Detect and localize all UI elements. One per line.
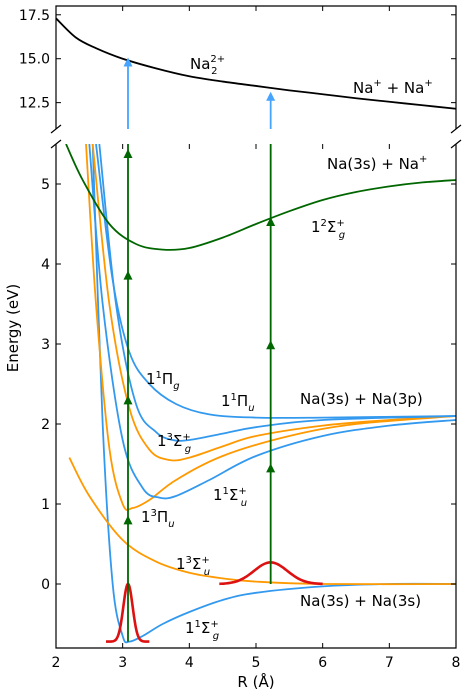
asymptote-na3s-na3s: Na(3s) + Na(3s)	[300, 592, 421, 610]
arrowhead-lower-0-2	[123, 270, 133, 280]
series-curve-5	[98, 144, 456, 442]
arrowhead-lower-1-2	[266, 217, 276, 226]
series-curve-6	[95, 144, 456, 419]
state-label-0: 11Σ+ g	[185, 619, 219, 642]
state-label-3: 11Σ+ u	[213, 486, 247, 509]
axis-labels: R (Å) Energy (eV)	[4, 284, 275, 691]
series-curve-8	[56, 17, 456, 110]
lower-panel	[65, 144, 456, 644]
asymptote-na3s-na3p: Na(3s) + Na(3p)	[300, 390, 423, 408]
y-tick-label: 0	[41, 577, 50, 593]
x-tick-label: 5	[252, 655, 261, 671]
state-annotations: 11Σ+ g 13Σ+ u 13Πu 11Σ+ u 13Σ+ g 11Πg 11Πu 12Σ+ g Na2…	[141, 54, 433, 642]
state-label-6: 11Πu	[221, 392, 255, 414]
series-curve-0	[91, 144, 456, 644]
arrowhead-lower-1-0	[266, 463, 276, 473]
asymptote-na3s-na-plus: Na(3s) + Na+	[327, 154, 427, 173]
upper-frame	[55, 5, 457, 129]
x-tick-label: 6	[318, 655, 327, 671]
upper-plot-area	[56, 17, 456, 110]
arrowhead-upper-0	[123, 57, 133, 67]
axis-break-mark-0	[50, 124, 62, 134]
x-tick-label: 3	[118, 655, 127, 671]
axis-break-mark-1	[450, 124, 462, 134]
x-tick-label: 4	[185, 655, 194, 671]
x-tick-label: 2	[52, 655, 61, 671]
dication-label: Na2+ 2	[190, 54, 225, 77]
asymptote-na-plus-na-plus: Na+ + Na+	[353, 78, 433, 97]
y-tick-label: 1	[41, 497, 50, 513]
y-tick-label: 15.0	[19, 52, 50, 68]
x-axis-label: R (Å)	[237, 672, 274, 691]
y-tick-label: 3	[41, 337, 50, 353]
state-label-4: 13Σ+ g	[157, 432, 191, 455]
state-label-2: 13Πu	[141, 508, 175, 530]
y-tick-label: 5	[41, 177, 50, 193]
x-tick-label: 8	[452, 655, 461, 671]
x-tick-label: 7	[385, 655, 394, 671]
state-label-1: 13Σ+ u	[176, 555, 210, 578]
arrowhead-lower-0-0	[123, 515, 133, 525]
series-curve-7	[65, 144, 456, 251]
series-curve-4	[91, 144, 456, 462]
arrowhead-lower-0-3	[123, 149, 133, 158]
arrowhead-lower-1-1	[266, 340, 276, 350]
axis-ticks: 2 3 4 5 6 7 8 12.5 15.0 17.5 0 1 2 3 4 5	[19, 6, 461, 671]
arrowhead-lower-0-1	[123, 395, 133, 405]
upper-panel	[56, 17, 456, 129]
y-tick-label: 12.5	[19, 96, 50, 112]
y-tick-label: 4	[41, 257, 50, 273]
series-curve-2	[85, 144, 456, 511]
series-curve-3	[88, 144, 456, 500]
state-label-7: 12Σ+ g	[311, 218, 345, 241]
y-axis-label: Energy (eV)	[4, 284, 22, 372]
state-label-5: 11Πg	[146, 370, 180, 392]
y-tick-label: 2	[41, 417, 50, 433]
y-tick-label: 17.5	[19, 8, 50, 24]
arrowhead-upper-1	[266, 91, 276, 101]
